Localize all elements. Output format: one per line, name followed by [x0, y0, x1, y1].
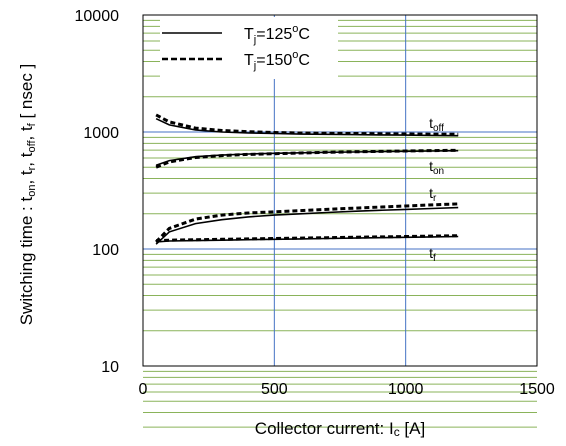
x-axis-label: Collector current: Ic [A] — [255, 419, 425, 439]
axis-labels: Collector current: Ic [A] Switching time … — [17, 64, 425, 439]
legend-box — [160, 17, 338, 79]
legend-label: Tj=150oC — [244, 49, 310, 72]
curve-label: tr — [429, 185, 437, 204]
x-tick-label: 500 — [261, 381, 288, 398]
x-tick-label: 0 — [139, 381, 148, 398]
y-tick-label: 100 — [92, 242, 119, 259]
series-line — [155, 202, 459, 243]
curves — [155, 113, 459, 245]
x-tick-label: 1000 — [388, 381, 424, 398]
tick-labels: 0 500 1000 1500 10 100 1000 10000 — [75, 8, 555, 398]
series-line — [155, 113, 459, 136]
grid — [143, 15, 537, 428]
legend-label: Tj=125oC — [244, 23, 310, 46]
y-axis-label: Switching time : ton​, tr​, toff​, tf​ [… — [17, 64, 38, 326]
y-tick-label: 10000 — [75, 8, 120, 25]
x-tick-label: 1500 — [519, 381, 555, 398]
series-line — [156, 234, 459, 243]
curve-label: tf — [429, 245, 436, 264]
curve-labels: toff ton tr tf — [429, 115, 444, 264]
series-line — [155, 148, 459, 169]
legend: Tj=125oC Tj=150oC — [160, 17, 338, 79]
curve-label: ton — [429, 158, 444, 177]
y-tick-label: 10 — [101, 359, 119, 376]
curve-label: toff — [429, 115, 444, 134]
y-tick-label: 1000 — [83, 125, 119, 142]
series-line — [155, 206, 459, 245]
plot-frame — [142, 14, 538, 367]
